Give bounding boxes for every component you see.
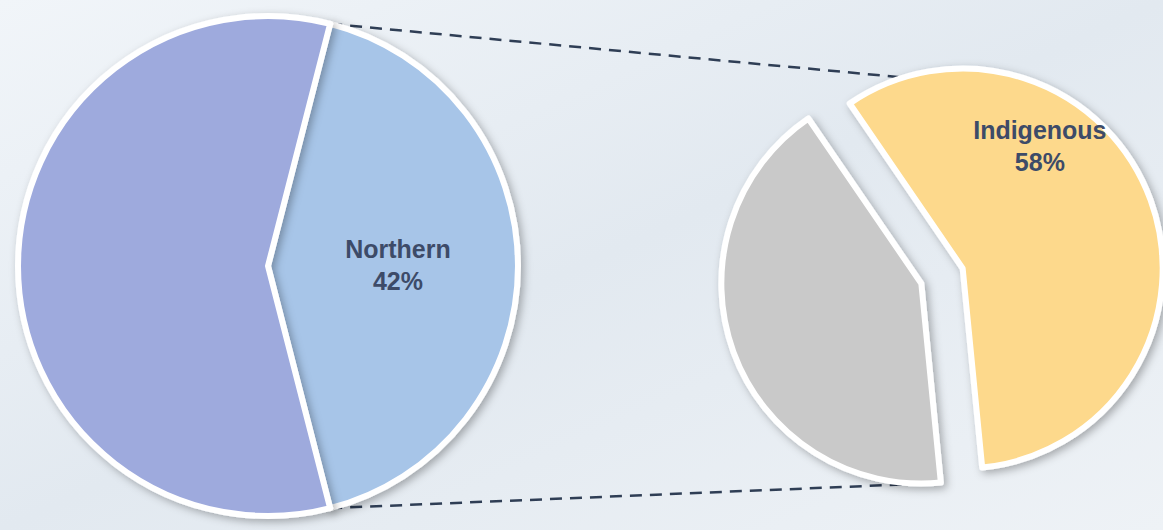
connector-line bbox=[330, 483, 928, 508]
pie: Northern 42% bbox=[18, 16, 518, 516]
slices bbox=[721, 68, 1162, 483]
pie-slice bbox=[721, 119, 941, 484]
slices bbox=[18, 16, 518, 516]
data-label: Northern 42% bbox=[345, 235, 451, 295]
category-label: Northern bbox=[345, 235, 451, 263]
pie: Indigenous 58% bbox=[721, 68, 1162, 483]
value-label: 58% bbox=[1015, 148, 1065, 176]
value-label: 42% bbox=[373, 267, 423, 295]
pie-slice bbox=[18, 16, 330, 516]
category-label: Indigenous bbox=[973, 116, 1106, 144]
background bbox=[0, 0, 1163, 530]
data-label: Indigenous 58% bbox=[973, 116, 1106, 176]
